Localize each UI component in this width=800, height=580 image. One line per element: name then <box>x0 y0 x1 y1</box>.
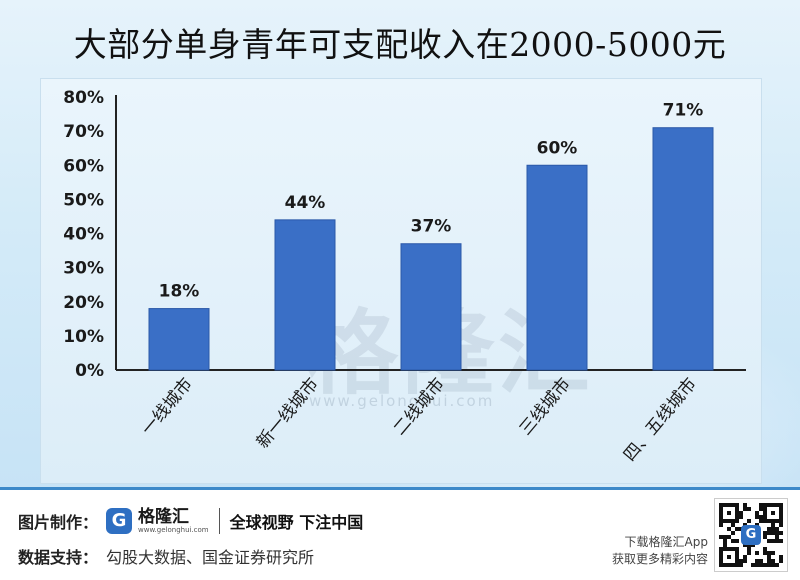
bar-chart: 0% 10% 20% 30% 40% 50% 60% 70% 80% 18% 一线城市 44% 新一线城… <box>63 88 746 465</box>
y-tick-label: 20% <box>63 293 104 313</box>
page-title: 大部分单身青年可支配收入在2000-5000元 <box>73 25 727 64</box>
y-tick-label: 70% <box>63 122 104 142</box>
data-label: 18% <box>159 282 200 302</box>
data-source-label: 数据支持： <box>18 548 99 567</box>
y-tick-label: 40% <box>63 225 104 245</box>
app-promo-line2: 获取更多精彩内容 <box>611 552 708 566</box>
bar <box>652 127 714 371</box>
brand-logo: G 格隆汇 www.gelonghui.com <box>106 508 209 535</box>
data-label: 71% <box>663 101 704 121</box>
y-tick-label: 80% <box>63 88 104 108</box>
qr-code[interactable]: G <box>714 498 788 572</box>
data-label: 60% <box>537 138 578 158</box>
data-label: 37% <box>411 217 452 237</box>
bar <box>274 219 336 371</box>
y-tick-label: 50% <box>63 190 104 210</box>
x-tick-label: 四、五线城市 <box>620 374 701 465</box>
chart-slide: 大部分单身青年可支配收入在2000-5000元 格隆汇 www.gelonghu… <box>0 0 800 487</box>
x-tick-label: 三线城市 <box>516 374 575 439</box>
qr-pattern-icon <box>719 503 783 567</box>
divider <box>218 508 220 534</box>
brand-logo-text: 格隆汇 <box>138 506 190 527</box>
x-tick-label: 一线城市 <box>138 374 197 439</box>
y-tick-label: 60% <box>63 156 104 176</box>
bar <box>148 308 210 371</box>
qr-logo-icon: G <box>741 525 761 545</box>
x-tick-label: 新一线城市 <box>253 374 323 452</box>
data-label: 44% <box>285 193 326 213</box>
x-tick-label: 二线城市 <box>390 374 449 439</box>
chart-area: 格隆汇 www.gelonghui.com 0%10%20%30%40%50%6… <box>40 78 762 484</box>
bar <box>526 164 588 371</box>
bar <box>400 243 462 371</box>
image-credit-label: 图片制作： <box>18 513 99 532</box>
app-promo-line1: 下载格隆汇App <box>624 535 708 549</box>
data-source-text: 勾股大数据、国金证券研究所 <box>106 548 315 567</box>
source-row: 数据支持： 勾股大数据、国金证券研究所 <box>18 544 314 568</box>
y-tick-label: 10% <box>63 327 104 347</box>
brand-logo-url: www.gelonghui.com <box>138 525 209 534</box>
app-promo[interactable]: 下载格隆汇App 获取更多精彩内容 <box>612 534 708 568</box>
slogan: 全球视野 下注中国 <box>229 513 364 532</box>
y-tick-label: 30% <box>63 259 104 279</box>
brand-logo-icon: G <box>106 508 133 534</box>
footer: 图片制作： G 格隆汇 www.gelonghui.com 全球视野 下注中国 … <box>0 487 800 580</box>
credit-row: 图片制作： G 格隆汇 www.gelonghui.com 全球视野 下注中国 <box>18 504 363 538</box>
y-tick-label: 0% <box>75 361 104 381</box>
